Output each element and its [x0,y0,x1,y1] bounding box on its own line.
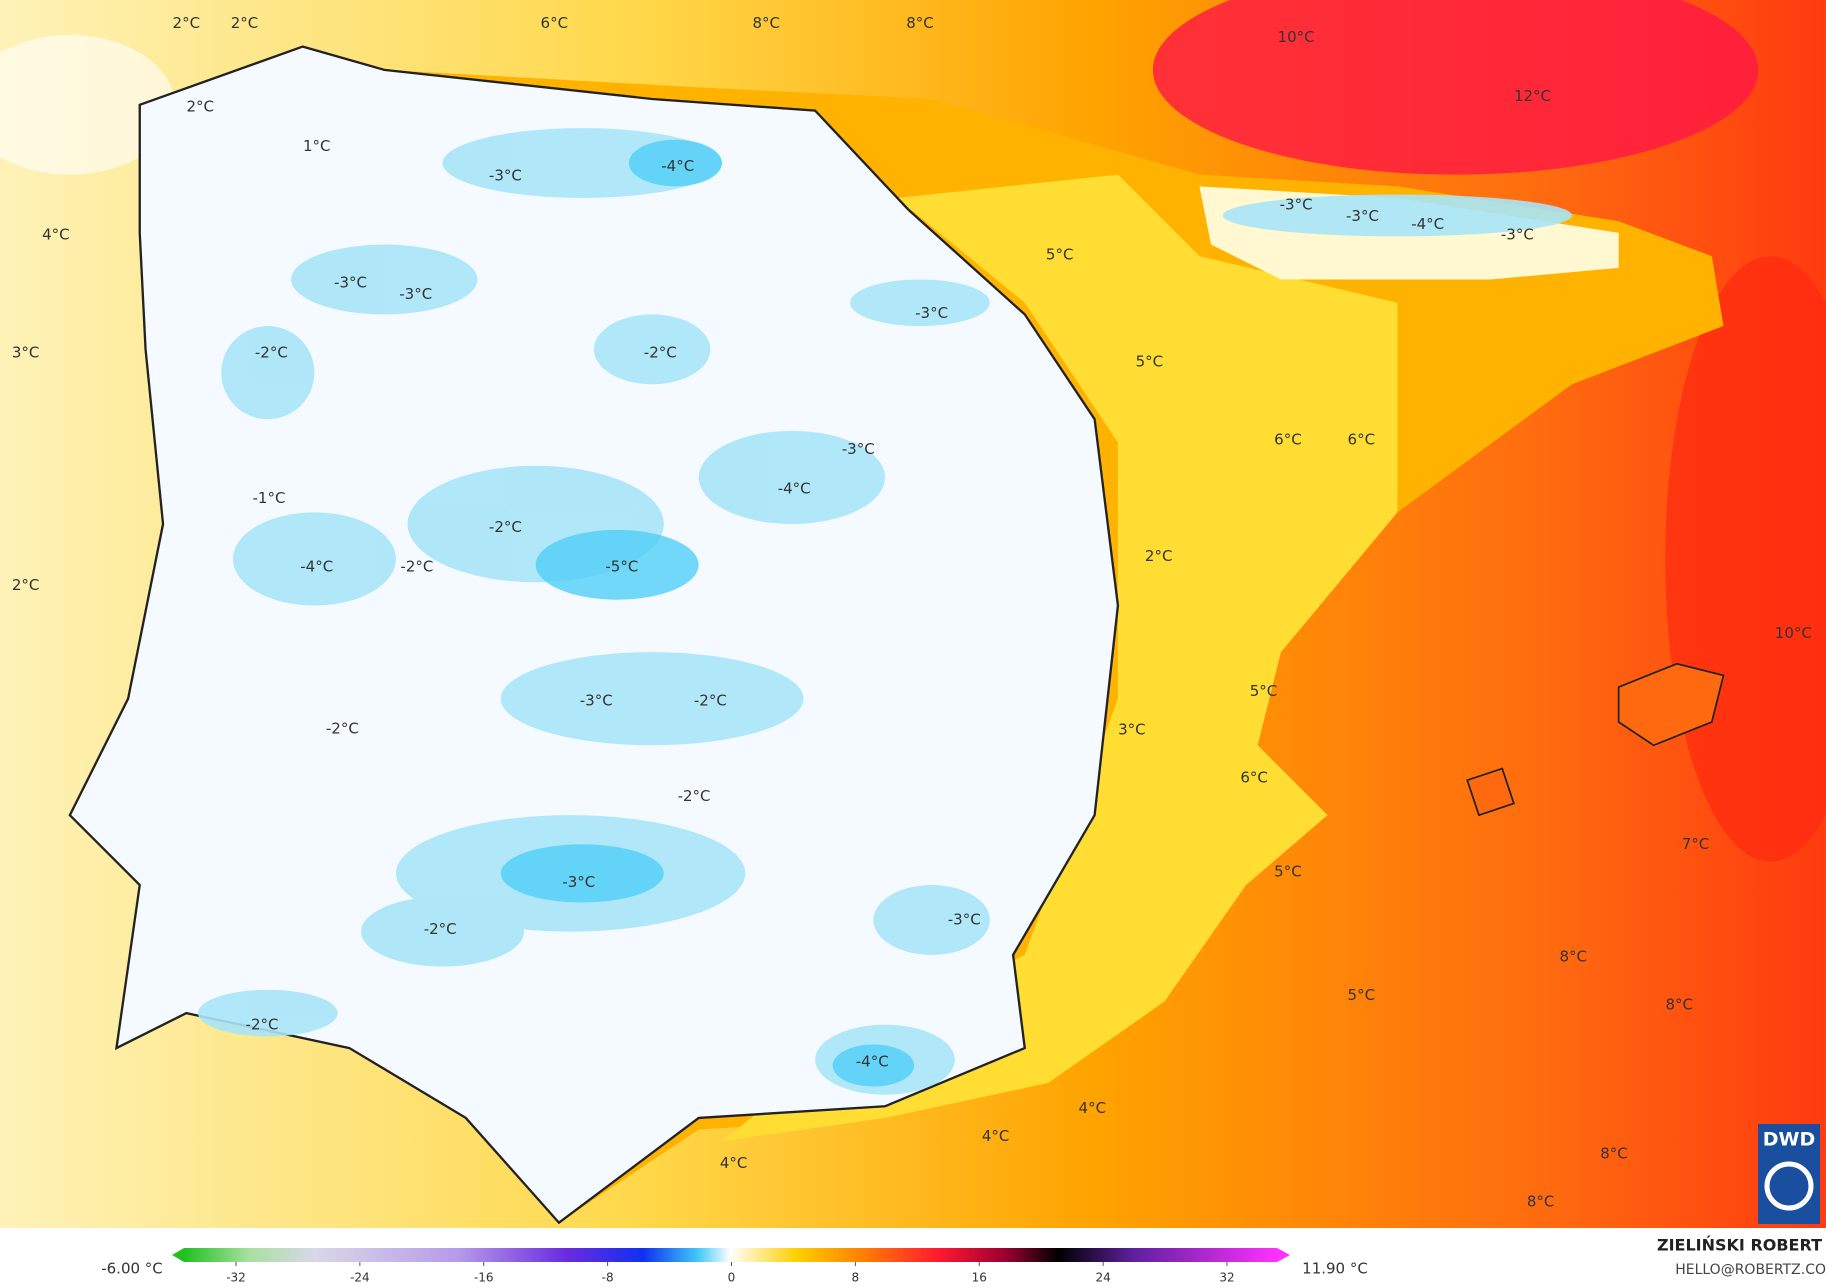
max-label: 11.90 °C [1302,1260,1368,1278]
temperature-label: -2°C [678,787,711,805]
temperature-label: 6°C [1274,431,1302,449]
temperature-label: 8°C [906,14,934,32]
temperature-label: 2°C [1145,547,1173,565]
temperature-label: 3°C [12,343,40,361]
temperature-label: -2°C [489,518,522,536]
temperature-label: -2°C [644,343,677,361]
color-bar [184,1248,1277,1262]
tick-label: -24 [350,1271,370,1285]
temperature-label: -3°C [1280,195,1313,213]
temperature-label: -2°C [255,343,288,361]
tick-label: 32 [1219,1271,1234,1285]
map-background [0,0,1826,1229]
temperature-label: -4°C [778,480,811,498]
temperature-label: 7°C [1682,835,1710,853]
temperature-label: -2°C [326,719,359,737]
temperature-label: 2°C [12,576,40,594]
temperature-label: 5°C [1348,986,1376,1004]
temperature-label: 2°C [187,98,215,116]
temperature-label: -3°C [1346,207,1379,225]
tick-label: -8 [602,1271,614,1285]
temperature-label: -2°C [400,558,433,576]
credit-name: ZIELIŃSKI ROBERT [1657,1236,1822,1255]
tick-label: 0 [728,1271,736,1285]
temperature-label: 8°C [1527,1192,1555,1210]
temperature-label: 6°C [541,14,569,32]
temperature-label: -4°C [856,1053,889,1071]
temperature-label: 12°C [1514,87,1551,105]
temperature-label: -3°C [334,273,367,291]
temperature-label: 5°C [1274,863,1302,881]
temperature-label: 4°C [720,1154,748,1172]
temperature-label: -3°C [1501,226,1534,244]
temperature-label: -3°C [489,166,522,184]
temperature-label: -2°C [246,1015,279,1033]
temperature-label: -3°C [399,285,432,303]
tick-label: 24 [1095,1271,1110,1285]
tick-label: -32 [226,1271,246,1285]
temperature-label: 2°C [173,14,201,32]
temperature-label: -3°C [562,873,595,891]
temperature-label: 4°C [1079,1099,1107,1117]
temperature-label: 1°C [303,137,331,155]
temperature-label: 10°C [1775,624,1812,642]
temperature-label: -3°C [915,304,948,322]
temperature-label: -3°C [948,910,981,928]
credit-email: HELLO@ROBERTZ.CO [1675,1262,1826,1278]
logo-swirl [1764,1161,1814,1211]
temperature-label: 5°C [1136,353,1164,371]
temperature-label: -1°C [253,489,286,507]
tick-label: 8 [852,1271,860,1285]
temperature-label: 8°C [1559,948,1587,966]
temperature-label: 4°C [982,1127,1010,1145]
logo-text: DWD [1763,1129,1816,1151]
temperature-label: -2°C [424,920,457,938]
temperature-label: -5°C [605,558,638,576]
tick-label: -16 [474,1271,494,1285]
temperature-label: 2°C [231,14,259,32]
temperature-label: 8°C [1600,1145,1628,1163]
temperature-label: 8°C [1665,995,1693,1013]
temperature-label: 5°C [1046,246,1074,264]
temperature-label: -2°C [694,692,727,710]
min-label: -6.00 °C [101,1260,163,1278]
temperature-label: -3°C [842,440,875,458]
temperature-label: 6°C [1240,768,1268,786]
color-bar-end [1277,1248,1290,1262]
temperature-label: -4°C [300,558,333,576]
temperature-label: 5°C [1250,682,1278,700]
temperature-label: -3°C [580,692,613,710]
temperature-label: -4°C [1411,215,1444,233]
temperature-label: 4°C [42,226,70,244]
tick-label: 16 [972,1271,987,1285]
temperature-label: 10°C [1278,28,1315,46]
temperature-label: 8°C [752,14,780,32]
temperature-label: 6°C [1348,431,1376,449]
temperature-label: 3°C [1118,721,1146,739]
color-bar-end [172,1248,184,1262]
temperature-label: -4°C [661,157,694,175]
